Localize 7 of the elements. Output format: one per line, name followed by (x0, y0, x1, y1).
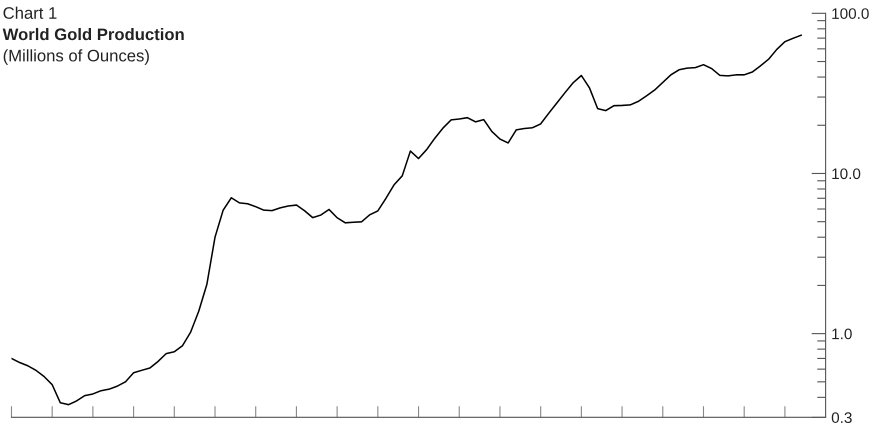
text: World Gold Production (2, 28, 184, 40)
annotation: Chart 1 (3, 6, 56, 19)
text: (Millions of Ounces) (4, 49, 149, 65)
y-tick-label: 100.0 (832, 8, 869, 20)
y-tick-label: 0.3 (832, 412, 852, 424)
y-tick-label: 10.0 (832, 168, 860, 180)
y-tick-label: 1.0 (832, 328, 852, 340)
